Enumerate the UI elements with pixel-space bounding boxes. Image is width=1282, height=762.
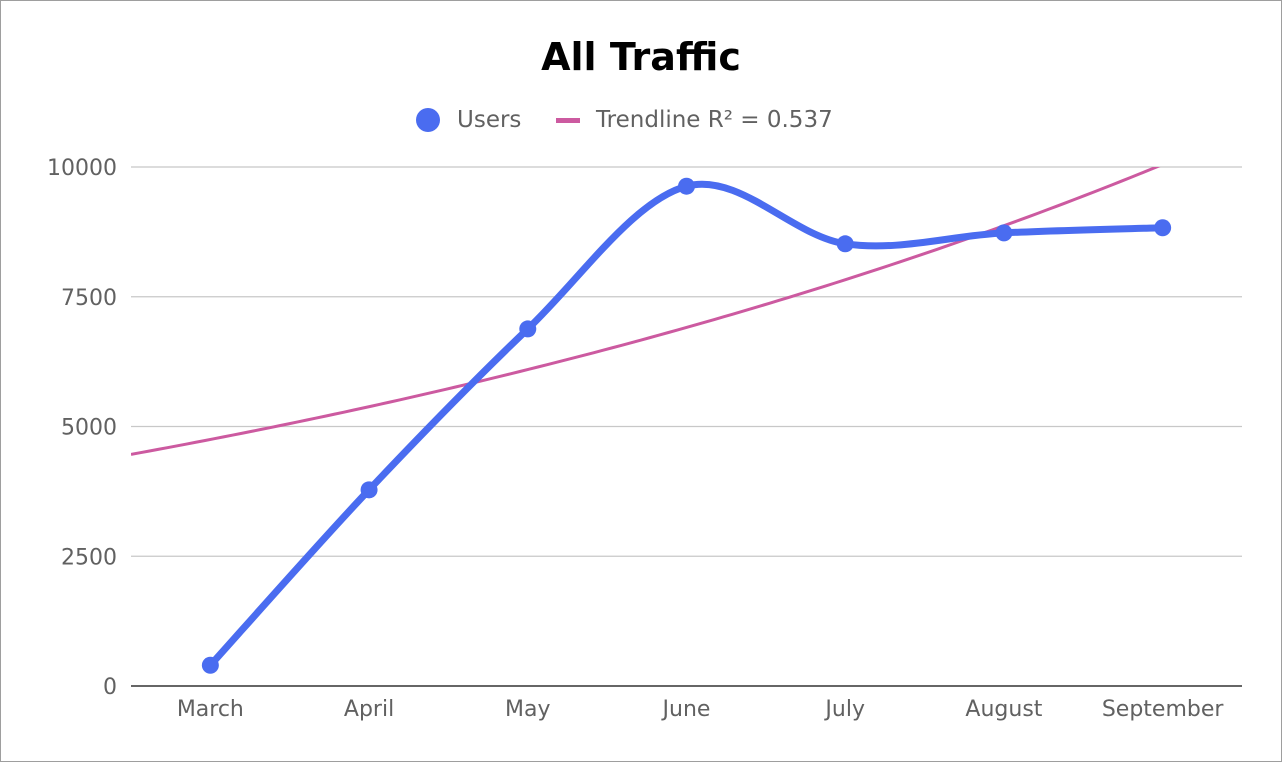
series-layer — [201, 177, 1172, 674]
legend-label-users: Users — [457, 107, 522, 133]
y-tick-label: 2500 — [61, 545, 117, 570]
x-tick-label: August — [965, 697, 1042, 722]
x-tick-label: September — [1102, 697, 1225, 722]
y-tick-label: 0 — [103, 675, 117, 700]
data-point-april — [360, 481, 378, 499]
legend-swatch-trendline — [556, 117, 580, 123]
data-point-may — [519, 320, 537, 338]
data-point-september — [1154, 219, 1172, 237]
legend-label-trendline: Trendline R² = 0.537 — [596, 107, 833, 133]
x-tick-label: May — [505, 697, 550, 722]
data-point-july — [836, 235, 854, 253]
y-tick-label: 10000 — [47, 156, 117, 181]
legend-swatch-users — [416, 108, 440, 132]
data-point-march — [201, 656, 219, 674]
x-tick-label: June — [661, 697, 711, 722]
y-tick-label: 7500 — [61, 286, 117, 311]
trendline-layer — [131, 167, 1161, 456]
data-point-june — [678, 177, 695, 195]
legend-item-trendline[interactable]: Trendline R² = 0.537 — [556, 105, 833, 135]
x-tick-label: April — [344, 697, 394, 722]
y-tick-label: 5000 — [61, 416, 117, 441]
chart-title: All Traffic — [541, 35, 741, 79]
data-point-august — [995, 224, 1013, 242]
gridlines — [131, 166, 1242, 687]
x-axis-ticks: March April May June July August September — [177, 697, 1225, 722]
legend-item-users[interactable]: Users — [416, 105, 521, 135]
x-tick-label: March — [177, 697, 244, 722]
x-tick-label: July — [823, 697, 865, 722]
trendline — [131, 167, 1161, 456]
chart-legend: Users Trendline R² = 0.537 — [1, 105, 1281, 135]
y-axis-ticks: 10000 7500 5000 2500 0 — [47, 156, 117, 700]
series-line-users — [206, 180, 1167, 669]
